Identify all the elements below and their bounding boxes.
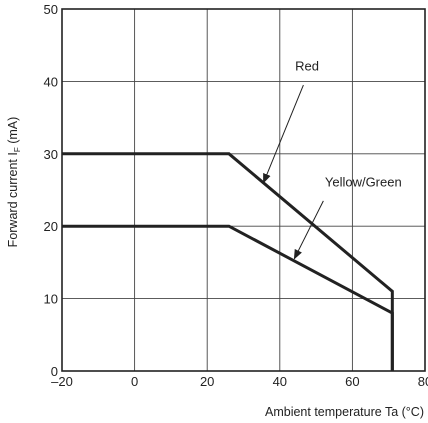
gridlines <box>62 9 425 371</box>
x-tick-label: 60 <box>345 374 359 389</box>
x-tick-label: 20 <box>200 374 214 389</box>
annotation-label-yellow-green: Yellow/Green <box>325 174 402 189</box>
y-tick-label: 0 <box>51 364 58 379</box>
series-lines <box>62 152 394 371</box>
y-axis-label-subscript: F <box>13 147 22 152</box>
x-tick-label: –20 <box>51 374 73 389</box>
plot-frame <box>61 8 426 372</box>
y-tick-label: 50 <box>44 2 58 17</box>
x-tick-label: 0 <box>131 374 138 389</box>
annotation-arrow-yellow-green <box>293 200 324 260</box>
annotation-arrow-red <box>263 84 304 184</box>
y-tick-label: 30 <box>44 147 58 162</box>
x-axis-label: Ambient temperature Ta (°C) <box>265 405 424 419</box>
y-axis-label-main: Forward current I <box>6 152 20 247</box>
y-tick-label: 10 <box>44 292 58 307</box>
x-tick-label: 80 <box>418 374 428 389</box>
annotation-label-red: Red <box>295 59 319 74</box>
tick-labels: –2002040608001020304050 <box>44 2 428 389</box>
y-axis-label: Forward current IF (mA) <box>6 117 22 248</box>
y-tick-label: 20 <box>44 219 58 234</box>
y-tick-label: 40 <box>44 74 58 89</box>
y-axis-label-unit: (mA) <box>6 117 20 148</box>
series-line-yellow-green <box>62 224 394 371</box>
annotations: Red Yellow/Green <box>263 59 402 260</box>
x-tick-label: 40 <box>273 374 287 389</box>
